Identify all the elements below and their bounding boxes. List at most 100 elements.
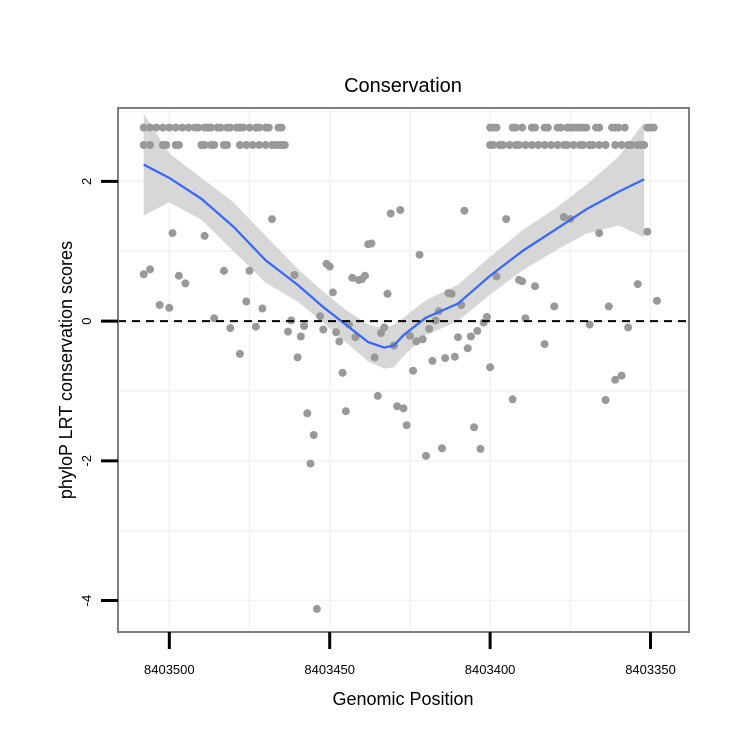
data-point [245,266,254,275]
data-point-saturated [515,141,523,149]
x-axis-label: Genomic Position [332,689,473,709]
data-point [383,289,392,298]
data-point-saturated [178,123,187,132]
data-point [373,391,382,400]
data-point [242,297,251,306]
data-point [431,316,440,325]
x-tick-label: 8403350 [625,662,676,677]
data-point [409,366,418,375]
data-point-saturated [239,123,248,132]
data-point [402,421,411,430]
data-point [341,407,350,416]
data-point-saturated [563,141,572,149]
data-point-saturated [531,123,539,132]
data-point-saturated [543,123,552,132]
data-point [312,604,321,613]
data-point-saturated [255,141,264,149]
data-point [386,209,395,218]
data-point [306,459,315,468]
data-point [181,279,190,288]
data-point [200,231,209,240]
data-point [428,356,437,365]
data-point [405,331,414,340]
data-point [399,404,408,413]
data-point-saturated [579,141,588,149]
y-tick-label: 2 [79,178,94,185]
data-point [380,323,389,332]
data-point-saturated [498,141,507,149]
data-point [502,215,511,224]
data-point-saturated [245,123,254,132]
data-point [309,431,318,439]
data-point [559,213,568,221]
data-point [348,273,357,282]
data-point-saturated [280,141,289,149]
data-point [296,332,305,341]
data-point [624,323,633,332]
data-point-saturated [617,141,626,149]
smooth-line-layer [143,163,645,349]
data-point-saturated [207,123,215,132]
plot-panel-border [117,107,690,633]
data-point [367,239,376,248]
data-point-saturated [139,123,148,132]
data-point-saturated [601,141,610,149]
data-point [601,396,610,404]
data-point [604,302,613,311]
data-point [165,303,174,312]
data-point-saturated [595,141,604,149]
data-point-saturated [547,141,556,149]
data-point [251,322,260,331]
data-point [617,371,626,380]
data-point [447,289,456,298]
data-point [335,337,344,346]
data-point [146,265,155,274]
data-point [155,301,164,309]
data-point [463,344,472,353]
data-point [219,266,228,275]
data-point [328,288,337,297]
data-point-saturated [540,141,549,149]
data-point [316,312,325,321]
data-point-saturated [165,123,174,132]
data-point-saturated [492,123,501,132]
data-point [235,349,244,358]
data-point-saturated [248,141,257,149]
data-point [174,271,183,280]
data-point [643,227,652,236]
data-point-saturated [235,141,244,149]
data-point [633,280,642,289]
y-tick-label: 0 [79,317,94,324]
data-point-saturated [614,123,623,132]
data-point [595,229,604,238]
data-point-saturated [264,123,273,132]
data-point-saturated [223,141,232,149]
data-point [438,444,446,453]
data-point-saturated [521,141,530,149]
data-point-saturated [582,123,591,132]
data-point [482,312,491,321]
data-point-saturated [162,141,171,149]
data-point-saturated [527,141,536,149]
data-point-saturated [174,141,183,149]
data-point [268,215,276,224]
data-point [284,327,292,336]
data-point [226,324,235,333]
y-tick-label: -4 [79,595,94,607]
data-point [332,328,341,337]
data-point [361,271,369,280]
chart-title: Conservation [344,75,462,97]
data-point [540,340,549,349]
data-point-saturated [640,141,649,149]
data-point [325,262,334,271]
data-point [422,451,430,460]
data-point [396,206,405,214]
data-point [293,353,302,362]
data-point [550,302,559,311]
data-point [139,270,148,279]
data-point [393,402,402,411]
data-point-saturated [152,123,161,132]
data-point [303,409,312,418]
data-point-saturated [489,141,498,149]
